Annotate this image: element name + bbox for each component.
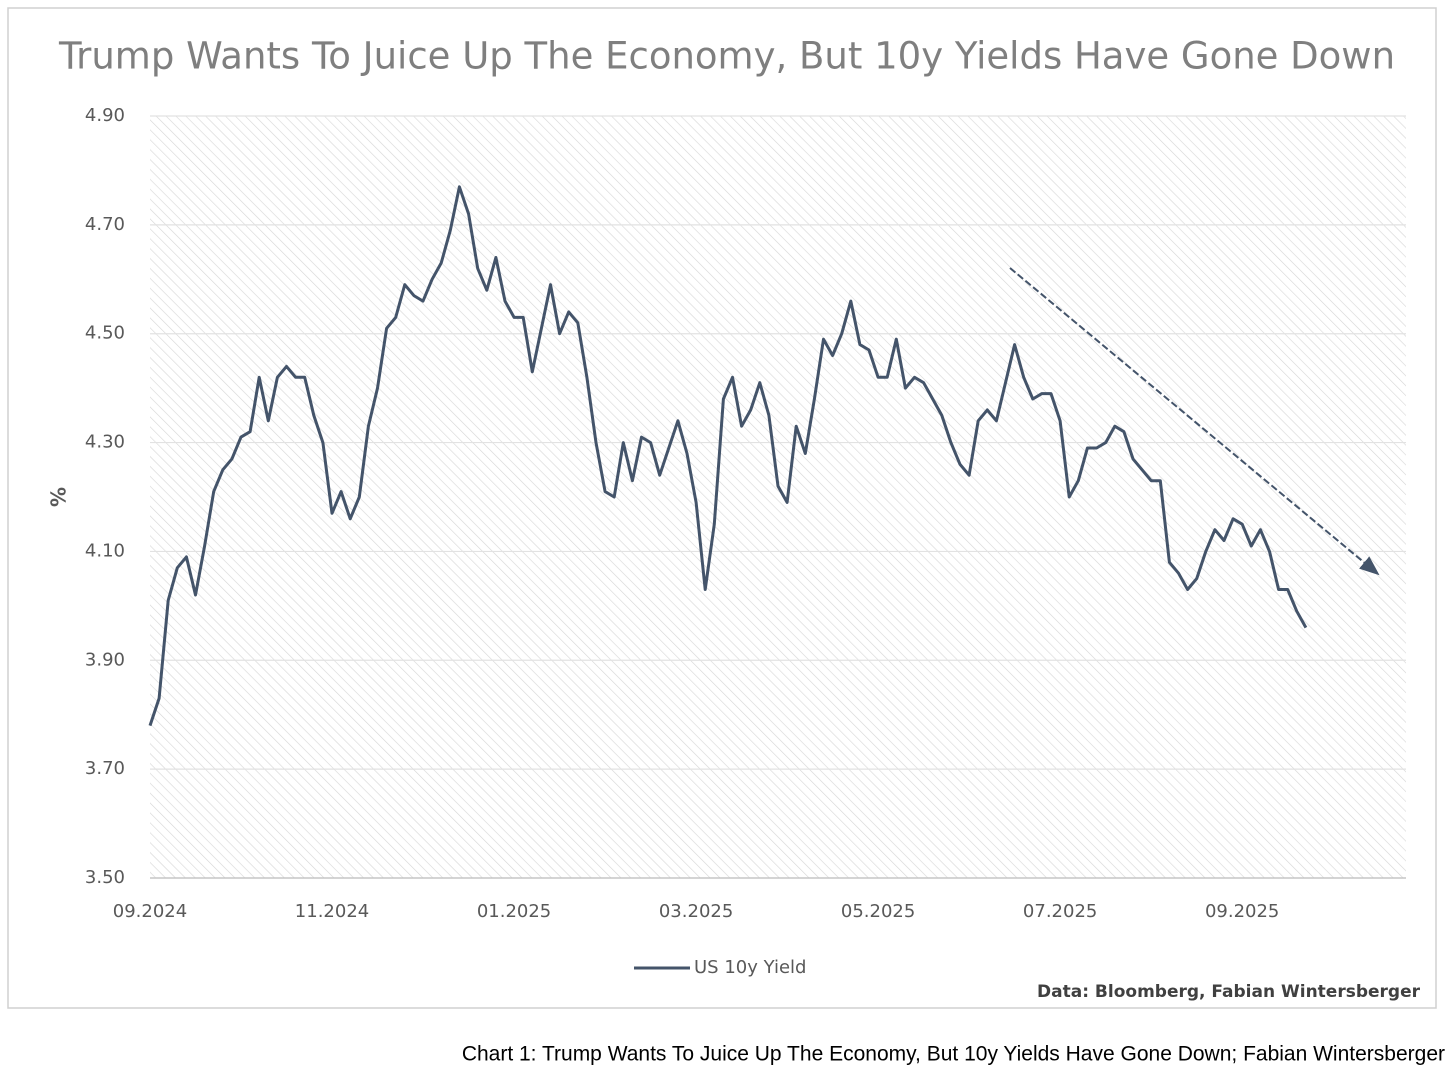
y-tick-label: 4.70 xyxy=(85,214,125,235)
x-tick-label: 07.2025 xyxy=(1023,901,1097,922)
y-tick-label: 4.90 xyxy=(85,105,125,126)
x-tick-label: 03.2025 xyxy=(659,901,733,922)
chart-title: Trump Wants To Juice Up The Economy, But… xyxy=(58,35,1395,78)
source-note: Data: Bloomberg, Fabian Wintersberger xyxy=(1037,982,1421,1002)
y-tick-label: 4.50 xyxy=(85,323,125,344)
x-tick-label: 05.2025 xyxy=(841,901,915,922)
x-tick-label: 09.2025 xyxy=(1205,901,1279,922)
y-tick-label: 4.10 xyxy=(85,540,125,561)
x-tick-label: 01.2025 xyxy=(477,901,551,922)
line-series xyxy=(148,185,1308,727)
legend-label: US 10y Yield xyxy=(694,957,806,978)
grid xyxy=(150,115,1406,879)
y-tick-label: 3.70 xyxy=(85,758,125,779)
x-tick-label: 11.2024 xyxy=(295,901,369,922)
x-tick-label: 09.2024 xyxy=(113,901,187,922)
y-tick-label: 3.90 xyxy=(85,649,125,670)
y-tick-label: 3.50 xyxy=(85,867,125,888)
y-axis-label: % xyxy=(47,487,71,507)
y-tick-label: 4.30 xyxy=(85,432,125,453)
caption: Chart 1: Trump Wants To Juice Up The Eco… xyxy=(462,1043,1445,1066)
